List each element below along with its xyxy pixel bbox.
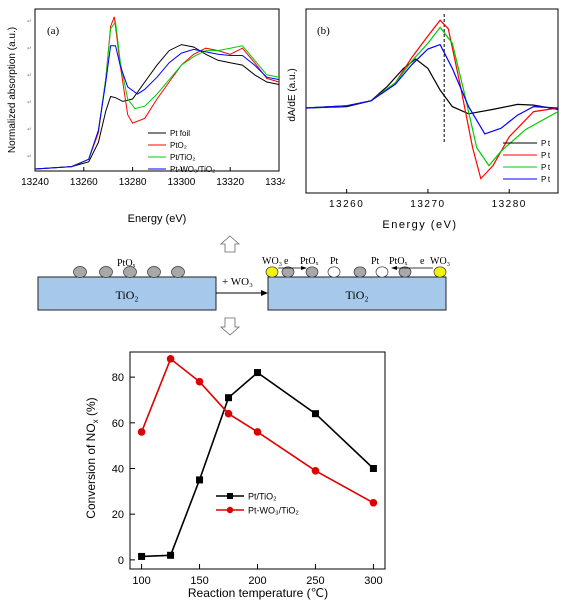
substrate-label-right: TiO₂ — [345, 288, 368, 302]
data-point — [311, 410, 319, 418]
plot-frame — [129, 351, 386, 570]
data-point — [369, 498, 378, 507]
pto-particle — [281, 266, 295, 278]
data-point — [225, 394, 233, 402]
substrate-right — [267, 276, 447, 311]
panel-label: (b) — [317, 25, 330, 37]
wo3-particle — [433, 266, 447, 278]
wo3-label-left: WO₃ — [262, 256, 282, 267]
pt-label-a: Pt — [330, 256, 339, 267]
pto-particle — [73, 266, 87, 278]
y-tick-mark: ↵ — [27, 46, 32, 52]
pto-particle — [99, 266, 113, 278]
data-point — [138, 552, 146, 560]
x-tick-label: 13340 — [265, 177, 285, 188]
legend-label: Pt foil — [170, 129, 190, 138]
y-axis-label: Normalized absorption (a.u.) — [7, 27, 18, 153]
legend-label: Pt/TiO₂ — [170, 153, 195, 162]
pto-particle — [147, 266, 161, 278]
x-tick-label: 13270 — [410, 199, 445, 210]
electron-label-b: e — [420, 256, 425, 267]
pto-label-b: PtOₓ — [389, 256, 408, 267]
y-tick-mark: ↵ — [27, 154, 32, 160]
plot-frame — [305, 8, 559, 194]
legend-label: Pt — [541, 163, 552, 172]
y-tick-mark: ↵ — [27, 127, 32, 133]
series-line-3 — [34, 45, 280, 170]
x-tick-label: 13320 — [216, 177, 244, 188]
legend-label: PtO₂ — [170, 141, 187, 150]
wo3-particle — [265, 266, 279, 278]
pto-particle — [305, 266, 319, 278]
data-point — [224, 409, 233, 418]
x-axis-label: Reaction temperature (℃) — [188, 586, 328, 600]
y-tick-label: 20 — [112, 509, 124, 521]
x-tick-label: 300 — [364, 575, 382, 587]
substrate-left — [37, 276, 217, 311]
y-tick-label: 0 — [118, 555, 124, 567]
legend-label: Pt-WO₃/TiO₂ — [248, 506, 299, 516]
x-tick-label: 13240 — [21, 177, 49, 188]
chart-a-xanes: (a) 13240 13260 13280 13300 13320 13340 ↵ ↵ ↵ ↵ ↵ ↵… — [7, 8, 285, 225]
y-axis-label: Conversion of NOx (%) — [84, 397, 100, 518]
x-tick-label: 13280 — [492, 199, 527, 210]
x-tick-label: 13300 — [167, 177, 195, 188]
data-point — [167, 551, 175, 559]
y-tick-label: 60 — [112, 418, 124, 430]
legend-label: Pt-WO₃/TiO₂ — [170, 165, 215, 174]
pt-particle — [375, 266, 389, 278]
down-arrow-icon — [219, 317, 241, 336]
data-point — [369, 464, 377, 472]
pto-particle — [353, 266, 367, 278]
x-tick-label: 13260 — [329, 199, 364, 210]
pt-label: PtOₓ — [117, 258, 136, 269]
pto-particle — [171, 266, 185, 278]
series-line-0 — [34, 44, 280, 170]
pt-particle — [327, 266, 341, 278]
pto-particle — [398, 266, 412, 278]
right-arrow-icon — [261, 290, 268, 296]
legend-marker — [226, 506, 234, 514]
plot-frame — [34, 8, 280, 172]
wo3-label-right: WO₃ — [430, 256, 450, 267]
y-tick-mark: ↵ — [27, 73, 32, 79]
data-point — [311, 466, 320, 475]
up-arrow-icon — [219, 235, 241, 253]
series-line-3 — [305, 43, 559, 135]
legend-label: Pt — [541, 175, 552, 184]
legend-label: Pt — [541, 151, 552, 160]
catalyst-schematic: TiO₂ PtOₓ + WO₃ TiO₂ WO₃ e PtOₓ Pt Pt Pt… — [37, 235, 450, 336]
x-tick-label: 13280 — [119, 177, 147, 188]
y-axis-label: dA/dE (a.u.) — [287, 68, 298, 121]
x-tick-label: 200 — [248, 575, 266, 587]
chart-b-derivative: (b) 13260 13270 13280 Pt Pt Pt Pt Energy (eV)… — [287, 8, 559, 231]
pto-particle — [123, 266, 137, 278]
x-tick-label: 13260 — [70, 177, 98, 188]
x-axis-label: Energy (eV) — [382, 219, 457, 231]
data-point — [253, 428, 262, 436]
data-point — [254, 369, 261, 377]
panel-label: (a) — [47, 25, 60, 37]
x-tick-label: 100 — [132, 575, 150, 587]
legend-marker — [227, 493, 233, 499]
pt-label-b: Pt — [371, 256, 380, 267]
x-tick-label: 250 — [306, 575, 324, 587]
substrate-label-left: TiO₂ — [115, 288, 138, 302]
x-axis-label: Energy (eV) — [128, 213, 187, 225]
data-point — [195, 377, 204, 386]
data-point — [166, 355, 175, 363]
y-tick-label: 40 — [112, 463, 124, 475]
y-tick-label: 80 — [112, 372, 124, 384]
chart-c-conversion: 100 150 200 250 300 0 20 40 60 80 Pt/TiO₂ Pt-WO₃/T… — [84, 351, 386, 600]
data-point — [196, 476, 204, 484]
legend-label: Pt — [541, 139, 552, 148]
legend-label: Pt/TiO₂ — [248, 492, 277, 502]
pto-label-a: PtOₓ — [300, 256, 319, 267]
y-tick-mark: ↵ — [27, 19, 32, 25]
electron-label-a: e — [284, 256, 289, 267]
y-tick-mark: ↵ — [27, 100, 32, 106]
data-point — [137, 428, 146, 436]
x-tick-label: 150 — [190, 575, 208, 587]
plus-label: + WO₃ — [222, 276, 253, 288]
